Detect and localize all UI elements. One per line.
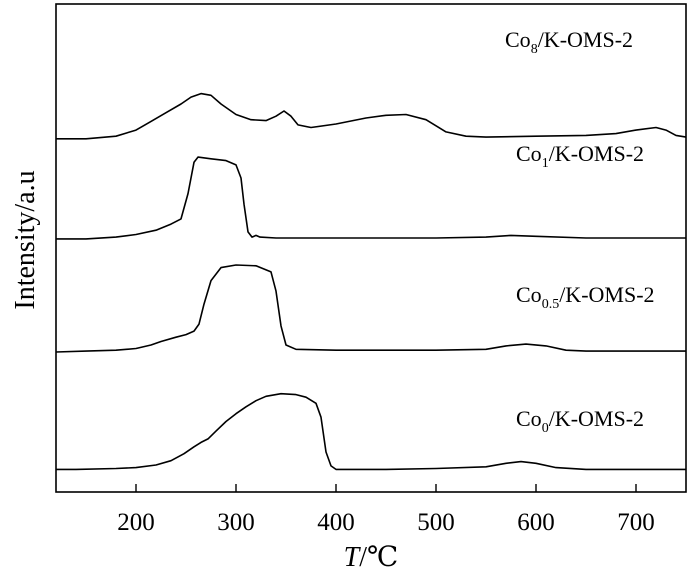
series-labels-group: Co0/K-OMS-2 Co0.5/K-OMS-2 Co1/K-OMS-2 Co8/K… <box>505 27 655 436</box>
x-axis-label-unit: /℃ <box>359 542 398 573</box>
series-label-0: Co0/K-OMS-2 <box>516 406 644 436</box>
x-tick-label-300: 300 <box>217 509 255 536</box>
x-tick-label-700: 700 <box>617 509 655 536</box>
series-curve-1 <box>55 264 686 353</box>
x-tick-label-200: 200 <box>117 509 155 536</box>
series-curve-0 <box>56 392 686 471</box>
x-tick-label-500: 500 <box>417 509 455 536</box>
x-axis-ticks: 200 300 400 500 600 700 <box>117 484 655 536</box>
curves-group <box>55 92 687 471</box>
series-curve-2 <box>56 156 686 240</box>
x-axis-label: T/℃ <box>344 542 399 573</box>
y-axis-label: Intensity/a.u <box>10 170 41 309</box>
x-tick-label-400: 400 <box>317 509 355 536</box>
series-curve-3 <box>56 92 687 140</box>
x-tick-label-600: 600 <box>517 509 555 536</box>
x-axis-label-symbol: T <box>344 542 362 573</box>
plot-frame <box>55 3 687 493</box>
series-label-2: Co1/K-OMS-2 <box>516 141 644 171</box>
series-label-1: Co0.5/K-OMS-2 <box>516 282 655 312</box>
series-label-3: Co8/K-OMS-2 <box>505 27 633 57</box>
